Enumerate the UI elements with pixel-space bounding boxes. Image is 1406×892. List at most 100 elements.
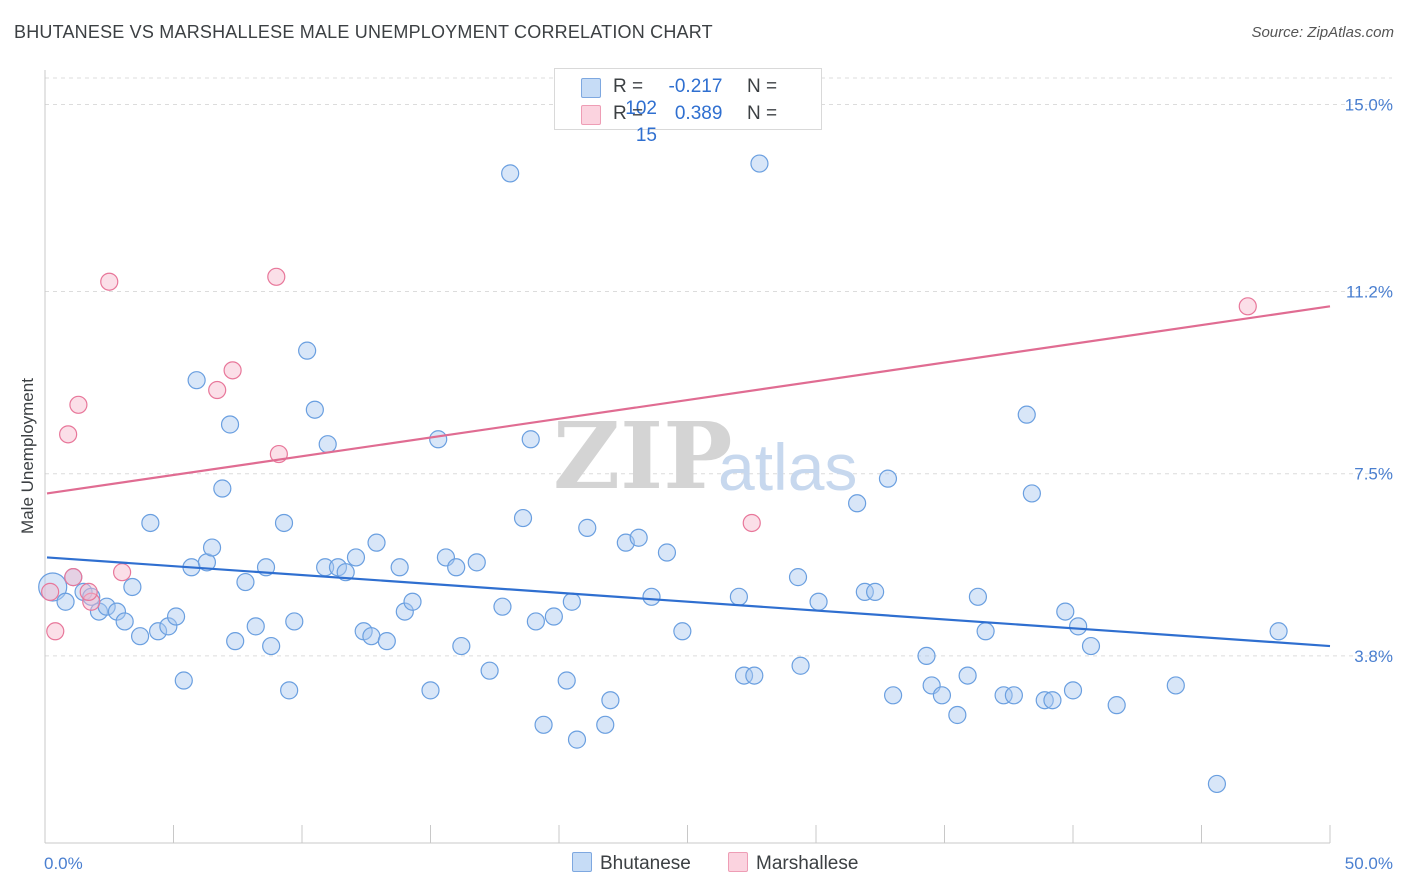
point-bhutanese — [246, 617, 265, 636]
point-bhutanese — [493, 597, 512, 616]
point-marshallese — [46, 622, 65, 641]
point-bhutanese — [480, 661, 499, 680]
point-bhutanese — [377, 632, 396, 651]
point-bhutanese — [750, 154, 769, 173]
point-bhutanese — [1035, 691, 1054, 710]
point-bhutanese — [305, 400, 324, 419]
point-marshallese — [59, 425, 78, 444]
legend-item-marshallese: Marshallese — [728, 852, 858, 875]
y-tick-label: 7.5% — [1354, 465, 1393, 484]
point-bhutanese — [298, 341, 317, 360]
legend-r-label: R = — [613, 76, 644, 97]
point-marshallese — [79, 582, 98, 601]
point-bhutanese — [642, 587, 661, 606]
point-bhutanese — [38, 572, 68, 602]
axes — [44, 70, 1331, 844]
point-bhutanese — [557, 671, 576, 690]
point-bhutanese — [123, 577, 142, 597]
point-bhutanese — [390, 558, 409, 577]
point-bhutanese — [534, 715, 553, 734]
point-bhutanese — [166, 607, 186, 626]
point-bhutanese — [968, 587, 988, 606]
point-marshallese — [64, 568, 83, 587]
point-bhutanese — [1063, 681, 1083, 700]
point-bhutanese — [447, 558, 466, 577]
point-bhutanese — [429, 430, 448, 449]
point-bhutanese — [1022, 484, 1041, 503]
point-bhutanese — [809, 592, 828, 611]
point-bhutanese — [226, 632, 245, 651]
point-bhutanese — [220, 415, 240, 434]
legend-n-value: 15 — [635, 125, 657, 146]
point-bhutanese — [1107, 696, 1126, 715]
legend-n-label: N = — [746, 76, 778, 97]
x-tick-label: 0.0% — [44, 854, 83, 873]
point-bhutanese — [788, 568, 808, 587]
point-bhutanese — [285, 612, 304, 631]
point-marshallese — [100, 272, 119, 291]
point-bhutanese — [976, 622, 995, 641]
point-marshallese — [112, 563, 132, 582]
watermark: ZIP atlas — [553, 402, 857, 510]
point-bhutanese — [346, 548, 366, 567]
point-bhutanese — [578, 518, 597, 537]
trend-line-bhutanese — [46, 556, 1331, 648]
point-bhutanese — [948, 705, 967, 725]
correlation-legend: R = -0.217 N = 102 R = 0.389 N = 15 — [554, 68, 822, 146]
point-bhutanese — [318, 435, 337, 454]
point-bhutanese — [262, 636, 281, 656]
point-bhutanese — [567, 730, 587, 749]
x-tick-label: 50.0% — [1345, 854, 1393, 873]
y-tick-label: 11.2% — [1346, 283, 1393, 302]
watermark-atlas: atlas — [718, 430, 857, 504]
point-bhutanese — [452, 636, 471, 656]
point-bhutanese — [1069, 617, 1088, 636]
point-bhutanese — [336, 563, 355, 582]
legend-r-value: 0.389 — [674, 103, 723, 124]
legend-row-bhutanese: R = -0.217 N = 102 — [555, 74, 821, 119]
point-bhutanese — [932, 686, 952, 705]
point-marshallese — [208, 380, 227, 400]
point-bhutanese — [958, 666, 977, 685]
point-bhutanese — [734, 666, 754, 685]
legend-row-marshallese: R = 0.389 N = 15 — [555, 101, 821, 146]
point-marshallese — [1238, 297, 1257, 316]
trend-lines — [46, 305, 1331, 648]
point-bhutanese — [403, 592, 422, 611]
grid-lines — [45, 77, 1392, 657]
point-bhutanese — [1207, 774, 1227, 794]
point-bhutanese — [421, 681, 440, 700]
point-bhutanese — [213, 479, 232, 498]
point-marshallese — [267, 267, 286, 286]
legend-r-value: -0.217 — [668, 76, 723, 97]
legend-swatch-bhutanese — [572, 852, 592, 872]
y-tick-label: 15.0% — [1345, 95, 1393, 114]
point-bhutanese — [82, 587, 101, 606]
point-bhutanese — [883, 686, 903, 705]
legend-label-marshallese: Marshallese — [756, 853, 859, 874]
legend-swatch-marshallese — [581, 105, 601, 125]
point-bhutanese — [848, 494, 867, 513]
point-bhutanese — [673, 622, 692, 641]
point-bhutanese — [395, 602, 414, 621]
point-bhutanese — [855, 582, 874, 601]
point-bhutanese — [513, 508, 533, 528]
y-tick-label: 3.8% — [1354, 647, 1393, 666]
point-bhutanese — [174, 671, 193, 690]
point-bhutanese — [629, 528, 648, 547]
point-bhutanese — [791, 656, 810, 675]
point-marshallese — [69, 395, 88, 414]
point-bhutanese — [467, 553, 486, 572]
point-bhutanese — [1043, 691, 1062, 710]
point-bhutanese — [130, 627, 150, 646]
chart-title: BHUTANESE VS MARSHALLESE MALE UNEMPLOYME… — [14, 22, 713, 42]
point-bhutanese — [866, 582, 885, 601]
point-bhutanese — [1004, 686, 1023, 705]
point-bhutanese — [362, 627, 381, 646]
point-bhutanese — [994, 686, 1013, 705]
data-points — [38, 154, 1288, 794]
point-bhutanese — [274, 513, 294, 533]
point-bhutanese — [187, 371, 206, 390]
watermark-zip: ZIP — [553, 402, 732, 510]
